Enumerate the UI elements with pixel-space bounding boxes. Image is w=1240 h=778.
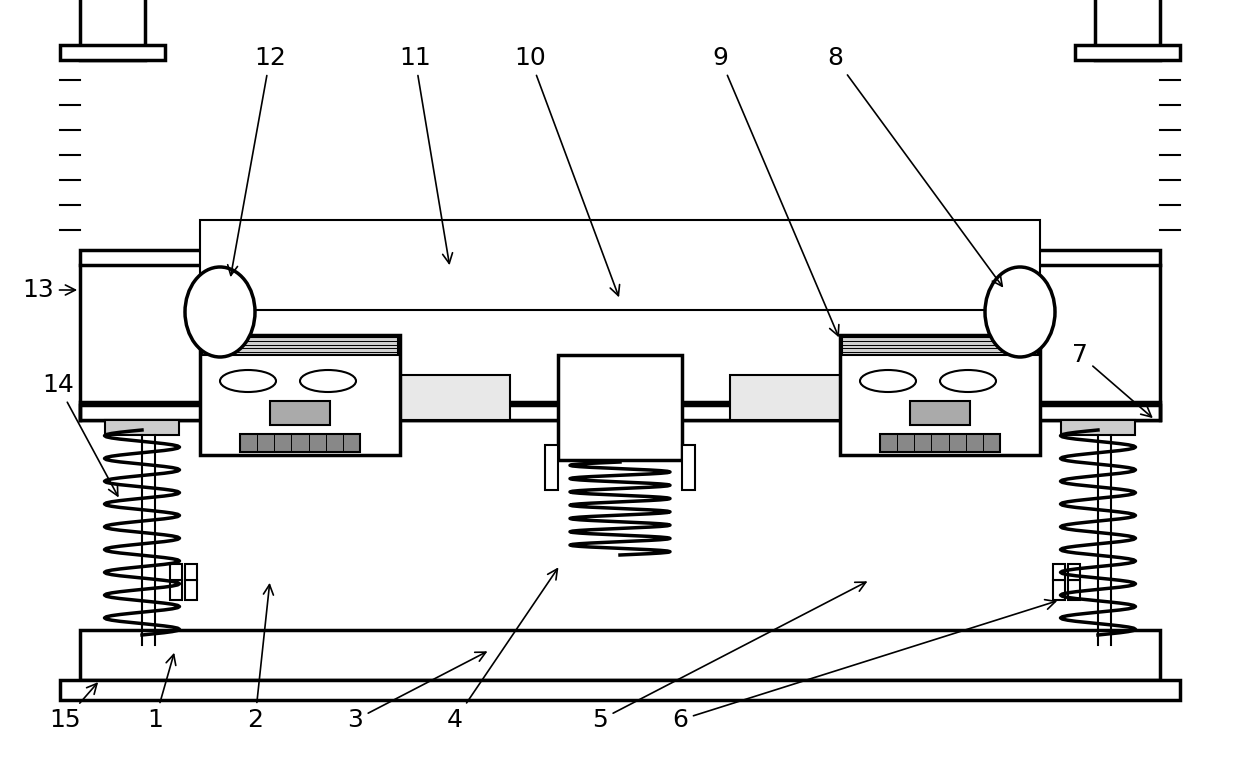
Bar	[1068, 580, 1080, 600]
Bar	[1075, 45, 1180, 60]
Bar	[1053, 564, 1065, 580]
Text: 14: 14	[42, 373, 118, 496]
Text: 11: 11	[399, 46, 453, 264]
Ellipse shape	[861, 370, 916, 392]
Ellipse shape	[985, 267, 1055, 357]
Ellipse shape	[300, 370, 356, 392]
Bar	[1068, 564, 1080, 580]
Bar	[202, 337, 398, 355]
Bar	[170, 580, 182, 600]
Text: 4: 4	[446, 569, 558, 732]
Bar	[81, 405, 1159, 420]
Text: 8: 8	[827, 46, 1002, 286]
Bar	[910, 401, 970, 425]
Bar	[1095, 0, 1159, 60]
Bar	[1061, 420, 1135, 435]
Bar	[60, 45, 165, 60]
Bar	[200, 220, 1040, 310]
Bar	[105, 420, 179, 435]
Bar	[81, 402, 1159, 420]
Bar	[270, 401, 330, 425]
Ellipse shape	[185, 267, 255, 357]
Bar	[730, 375, 1030, 420]
Text: 12: 12	[228, 46, 286, 275]
Text: 10: 10	[515, 46, 620, 296]
Text: 15: 15	[50, 684, 97, 732]
Text: 7: 7	[1073, 343, 1152, 417]
Bar	[81, 250, 1159, 265]
Text: 3: 3	[347, 652, 486, 732]
Bar	[546, 445, 558, 490]
Bar	[880, 434, 999, 452]
Text: 9: 9	[712, 46, 839, 336]
Bar	[241, 434, 360, 452]
Bar	[81, 0, 145, 60]
Text: 1: 1	[148, 654, 176, 732]
Bar	[185, 564, 197, 580]
Bar	[1053, 580, 1065, 600]
Text: 5: 5	[593, 582, 866, 732]
Ellipse shape	[219, 370, 277, 392]
Bar	[81, 630, 1159, 680]
Bar	[682, 445, 694, 490]
Text: 6: 6	[672, 600, 1055, 732]
Bar	[200, 335, 401, 455]
Bar	[558, 355, 682, 460]
Bar	[60, 680, 1180, 700]
Ellipse shape	[940, 370, 996, 392]
Bar	[839, 335, 1040, 455]
Text: 13: 13	[22, 278, 76, 302]
Bar	[210, 375, 510, 420]
Text: 2: 2	[247, 584, 273, 732]
Bar	[842, 337, 1038, 355]
Bar	[170, 564, 182, 580]
Bar	[185, 580, 197, 600]
